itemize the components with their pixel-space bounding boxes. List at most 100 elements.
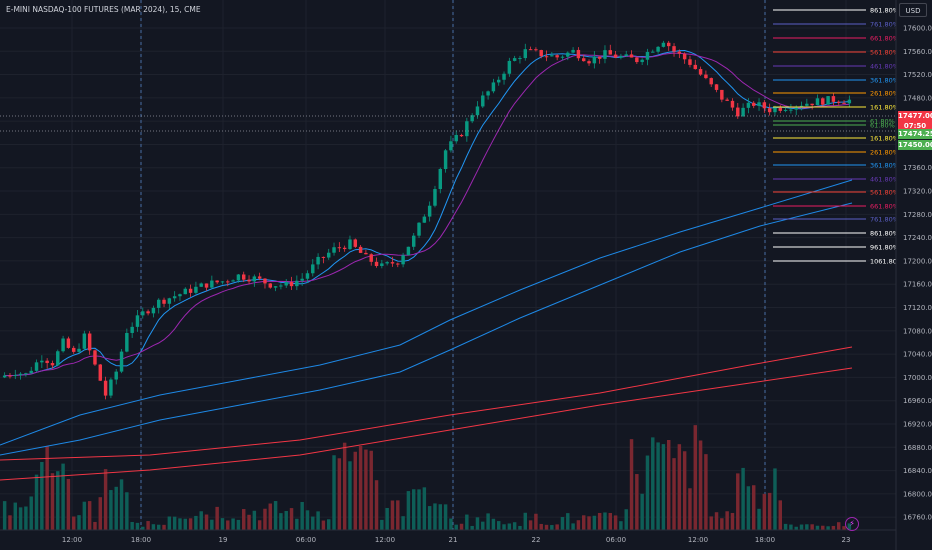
volume-bar — [130, 521, 134, 530]
volume-bar — [2, 501, 7, 530]
volume-bar — [677, 444, 682, 530]
candle-body — [66, 338, 71, 348]
volume-bars — [2, 425, 852, 530]
volume-bar — [326, 519, 331, 530]
candle-body — [417, 222, 421, 236]
volume-bar — [247, 514, 251, 530]
volume-bar — [836, 522, 841, 530]
candle-body — [257, 276, 262, 279]
fib-label: 161.80% — [870, 135, 899, 143]
candle-body — [544, 56, 549, 58]
lightning-icon[interactable]: ⚡ — [845, 517, 859, 531]
y-tick-label: 17160.00 — [903, 281, 932, 289]
price-axis[interactable]: 17600.0017560.0017520.0017480.0017440.00… — [903, 24, 932, 521]
candle-body — [486, 91, 490, 96]
candle-body — [263, 278, 267, 284]
candle-body — [396, 263, 400, 265]
candle-body — [762, 102, 767, 109]
volume-bar — [502, 524, 506, 530]
candle-body — [146, 311, 150, 314]
candle-body — [619, 56, 623, 58]
y-tick-label: 16960.00 — [903, 397, 932, 405]
volume-bar — [682, 451, 687, 530]
volume-bar — [342, 442, 347, 530]
volume-bar — [778, 500, 783, 530]
candle-body — [98, 364, 103, 381]
volume-bar — [364, 449, 368, 530]
volume-bar — [406, 491, 411, 530]
volume-bar — [831, 525, 836, 530]
volume-bar — [305, 510, 310, 530]
volume-bar — [635, 474, 639, 530]
candle-body — [247, 279, 251, 282]
volume-bar — [624, 509, 628, 530]
candle-body — [730, 100, 735, 108]
volume-bar — [608, 512, 613, 530]
volume-bar — [789, 524, 793, 530]
volume-bar — [783, 523, 788, 530]
volume-bar — [114, 486, 118, 530]
volume-bar — [71, 516, 76, 530]
volume-bar — [576, 520, 581, 530]
candle-body — [704, 74, 708, 79]
volume-bar — [263, 508, 267, 530]
volume-bar — [178, 518, 182, 530]
x-tick-label: 06:00 — [606, 536, 626, 544]
ma-fast-purple — [4, 52, 850, 377]
candle-body — [597, 56, 602, 59]
volume-bar — [348, 461, 352, 530]
price-tag: 07:50 — [898, 121, 932, 131]
volume-bar — [66, 478, 71, 530]
candle-body — [613, 54, 618, 58]
volume-bar — [799, 524, 804, 530]
candle-body — [831, 96, 836, 102]
candle-body — [507, 60, 512, 74]
price-lines — [0, 115, 896, 132]
volume-bar — [810, 524, 814, 530]
candle-body — [576, 49, 581, 59]
time-axis[interactable]: 12:00 18:00 19 06:00 12:00 21 22 06:00 12:00 18:0… — [62, 536, 851, 544]
volume-bar — [396, 500, 400, 530]
candle-body — [496, 79, 501, 83]
volume-bar — [358, 446, 363, 530]
volume-bar — [401, 516, 405, 530]
volume-bar — [496, 521, 501, 530]
volume-bar — [597, 512, 602, 530]
candle-body — [141, 311, 145, 316]
volume-bar — [141, 526, 145, 530]
candle-body — [459, 134, 464, 137]
currency-button[interactable]: USD — [899, 3, 927, 17]
volume-bar — [220, 518, 225, 530]
candle-body — [71, 347, 76, 352]
volume-bar — [821, 525, 825, 530]
volume-bar — [151, 524, 156, 530]
volume-bar — [725, 511, 729, 530]
candle-body — [390, 262, 395, 264]
x-tick-label: 12:00 — [375, 536, 395, 544]
volume-bar — [555, 524, 559, 530]
candle-body — [364, 252, 368, 255]
volume-bar — [103, 469, 108, 530]
volume-bar — [18, 507, 23, 530]
candle-body — [226, 281, 230, 283]
volume-bar — [56, 471, 60, 530]
candle-body — [311, 264, 315, 274]
volume-bar — [550, 525, 554, 530]
volume-bar — [321, 520, 326, 530]
volume-bar — [183, 518, 188, 530]
symbol-title[interactable]: E-MINI NASDAQ-100 FUTURES (MAR 2024), 15… — [6, 5, 201, 14]
candle-body — [433, 189, 437, 206]
candle-body — [666, 42, 671, 47]
volume-bar — [204, 514, 209, 530]
volume-bar — [491, 518, 496, 530]
candle-body — [241, 274, 246, 280]
candle-body — [162, 299, 166, 304]
volume-bar — [380, 519, 384, 530]
candle-body — [773, 107, 777, 113]
volume-bar — [194, 515, 198, 530]
volume-bar — [815, 525, 820, 530]
y-tick-label: 17000.00 — [903, 374, 932, 382]
y-tick-label: 16920.00 — [903, 421, 932, 429]
volume-bar — [82, 501, 87, 530]
